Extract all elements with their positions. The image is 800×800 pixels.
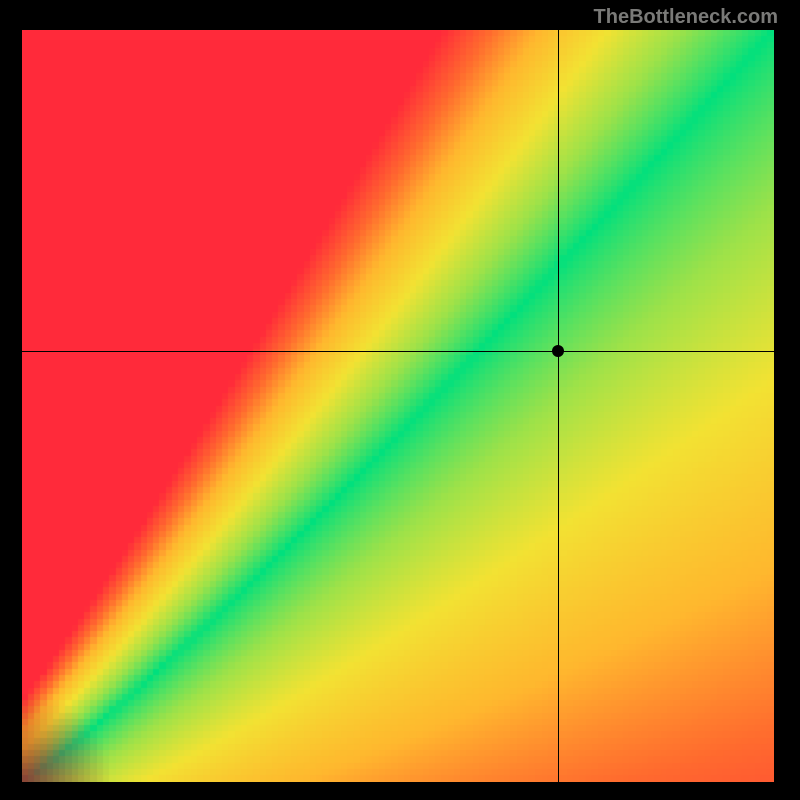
- heatmap-plot: [22, 30, 774, 782]
- crosshair-vertical: [558, 30, 559, 782]
- crosshair-marker: [552, 345, 564, 357]
- attribution-text: TheBottleneck.com: [594, 6, 778, 29]
- heatmap-canvas: [22, 30, 774, 782]
- crosshair-horizontal: [22, 351, 774, 352]
